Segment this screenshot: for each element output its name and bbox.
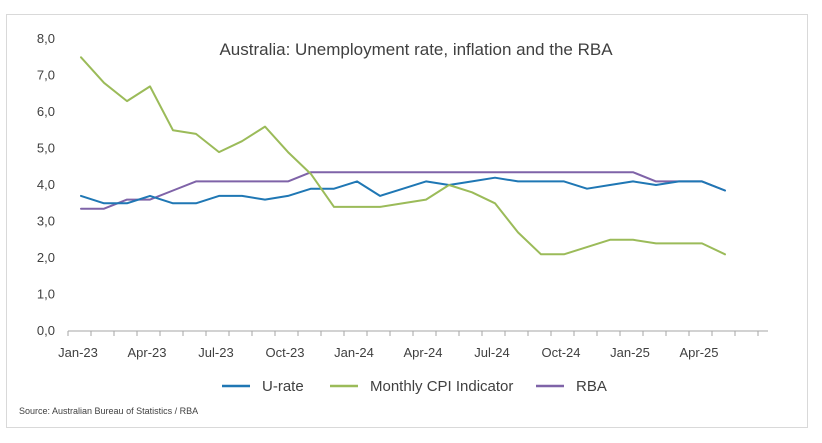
x-tick-label: Oct-23 <box>265 345 304 360</box>
x-axis: Jan-23 Apr-23 Jul-23 Oct-23 Jan-24 Apr-24 Jul-… <box>58 330 768 360</box>
x-tick-label: Apr-24 <box>403 345 442 360</box>
y-tick-label: 4,0 <box>37 177 55 192</box>
x-tick-label: Jan-24 <box>334 345 374 360</box>
y-axis: 0,0 1,0 2,0 3,0 4,0 5,0 6,0 7,0 8,0 <box>37 31 55 338</box>
series-line-rba <box>80 171 726 210</box>
series-group <box>80 56 726 256</box>
x-tick-label: Jul-23 <box>198 345 233 360</box>
legend-label: U-rate <box>262 378 304 395</box>
y-tick-label: 7,0 <box>37 68 55 83</box>
y-tick-label: 5,0 <box>37 141 55 156</box>
chart-title: Australia: Unemployment rate, inflation … <box>219 40 613 59</box>
x-tick-label: Jul-24 <box>474 345 509 360</box>
x-tick-label: Apr-23 <box>127 345 166 360</box>
x-tick-label: Apr-25 <box>679 345 718 360</box>
x-tick-label: Jan-25 <box>610 345 650 360</box>
y-tick-label: 3,0 <box>37 214 55 229</box>
y-tick-label: 1,0 <box>37 287 55 302</box>
series-line-monthly-cpi-indicator <box>80 56 726 256</box>
x-tick-label: Oct-24 <box>541 345 580 360</box>
x-tick-label: Jan-23 <box>58 345 98 360</box>
y-tick-label: 2,0 <box>37 250 55 265</box>
legend: U-rate Monthly CPI Indicator RBA <box>222 378 607 395</box>
y-tick-label: 6,0 <box>37 104 55 119</box>
legend-label: Monthly CPI Indicator <box>370 378 513 395</box>
source-note: Source: Australian Bureau of Statistics … <box>19 406 198 416</box>
series-line-u-rate <box>80 176 726 205</box>
y-tick-label: 8,0 <box>37 31 55 46</box>
chart-frame <box>6 14 808 428</box>
legend-label: RBA <box>576 378 607 395</box>
y-tick-label: 0,0 <box>37 323 55 338</box>
